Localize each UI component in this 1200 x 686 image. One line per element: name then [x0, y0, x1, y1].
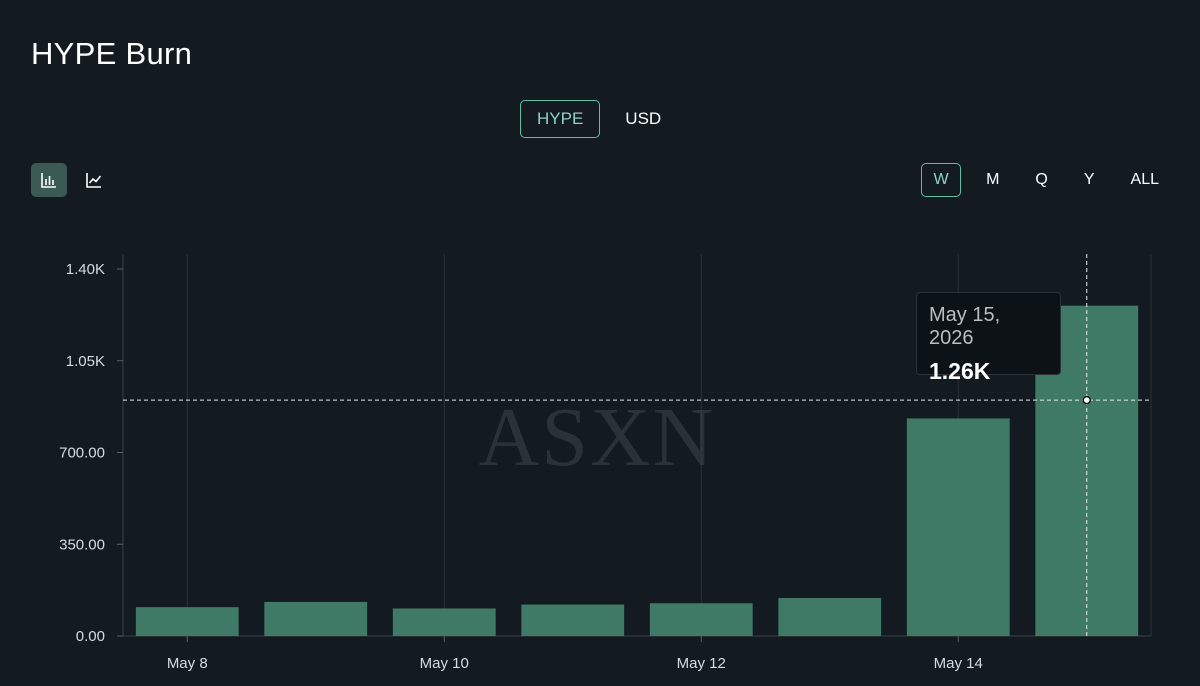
range-all-button[interactable]: ALL — [1130, 171, 1159, 188]
bar — [778, 597, 882, 636]
range-y-button[interactable]: Y — [1083, 171, 1095, 188]
line-chart-icon — [86, 173, 102, 188]
range-toggle: W M Q Y ALL — [921, 163, 1170, 197]
bar — [135, 607, 239, 636]
page-title: HYPE Burn — [31, 36, 193, 71]
y-tick-label: 1.05K — [66, 353, 105, 370]
unit-usd-button[interactable]: USD — [625, 109, 662, 128]
range-q-button[interactable]: Q — [1035, 171, 1048, 188]
range-m-button[interactable]: M — [986, 171, 1000, 188]
line-chart-button[interactable] — [76, 163, 112, 197]
range-w-button[interactable]: W — [921, 163, 962, 197]
tooltip-value: 1.26K — [929, 358, 991, 384]
unit-toggle: HYPE USD — [520, 100, 678, 138]
unit-hype-button[interactable]: HYPE — [520, 100, 601, 138]
crosshair-marker — [1082, 395, 1091, 405]
chart-tooltip: May 15, 2026 1.26K — [916, 292, 1061, 384]
bar — [649, 603, 753, 636]
bar-chart-button[interactable] — [31, 163, 67, 197]
x-tick-label: May 12 — [677, 655, 726, 672]
watermark-text: ASXN — [479, 391, 716, 484]
x-tick-label: May 10 — [420, 655, 469, 672]
tooltip-date: May 15, 2026 — [929, 304, 1001, 349]
bar-chart-icon — [41, 173, 56, 188]
bar — [906, 418, 1010, 636]
y-tick-label: 700.00 — [59, 445, 105, 462]
y-tick-label: 1.40K — [66, 261, 105, 278]
y-tick-label: 0.00 — [76, 628, 105, 645]
x-tick-label: May 8 — [167, 655, 208, 672]
bar — [521, 604, 625, 636]
bar — [264, 601, 368, 636]
y-tick-label: 350.00 — [59, 536, 105, 553]
x-tick-label: May 14 — [934, 655, 983, 672]
bar — [392, 608, 496, 636]
